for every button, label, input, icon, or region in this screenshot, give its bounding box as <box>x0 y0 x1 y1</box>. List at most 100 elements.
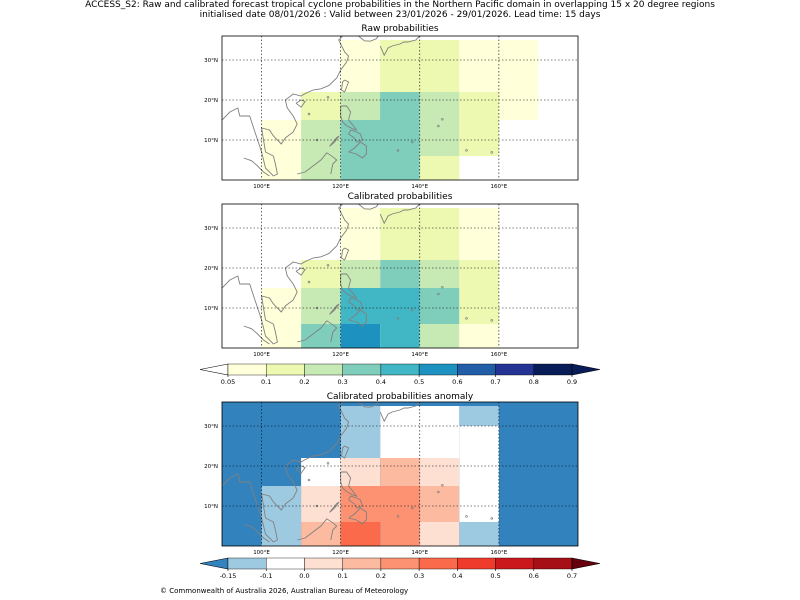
probability-cell <box>419 324 460 348</box>
probability-cell <box>419 92 460 120</box>
colorbar-segment <box>227 557 267 570</box>
probability-cell <box>340 228 381 260</box>
island-coastline <box>441 117 444 121</box>
coastline <box>348 141 367 159</box>
island-coastline <box>465 149 468 152</box>
coastline <box>358 36 379 42</box>
colorbar-tick-label: 0.1 <box>337 572 347 580</box>
coastline <box>348 297 363 311</box>
coastline <box>222 36 350 177</box>
coastline-group <box>222 204 494 345</box>
coastline <box>243 157 270 177</box>
probability-cell <box>419 522 460 546</box>
island-coastline <box>411 506 414 510</box>
colorbar-segment <box>495 557 534 570</box>
coastline <box>243 523 270 543</box>
probability-cell <box>301 92 341 120</box>
island-coastline <box>437 124 440 128</box>
probability-cell <box>419 486 460 522</box>
map-frame <box>221 203 579 349</box>
probability-cell <box>380 324 420 348</box>
coastline <box>243 325 270 345</box>
probability-cell <box>498 40 539 120</box>
lon-tick-label: 160°E <box>491 550 508 556</box>
copyright-footer: © Commonwealth of Australia 2026, Austra… <box>160 587 409 595</box>
colorbar-tick-label: 0.05 <box>221 378 235 386</box>
probability-cell <box>301 260 341 288</box>
lat-tick-label: 10°N <box>204 138 218 144</box>
coastline <box>222 204 350 345</box>
lon-tick-label: 100°E <box>253 352 270 358</box>
colorbar-tick-label: 0.2 <box>299 378 309 386</box>
probability-cell <box>301 120 341 156</box>
lat-tick-label: 30°N <box>204 58 218 64</box>
lat-tick-label: 30°N <box>204 424 218 430</box>
coastline <box>340 471 358 497</box>
coastline <box>379 204 421 225</box>
colorbar-segment <box>342 363 382 376</box>
coastline <box>348 309 367 327</box>
island-coastline <box>307 478 311 482</box>
island-coastline <box>490 151 494 154</box>
probability-cell <box>301 458 341 486</box>
island-coastline <box>437 490 440 494</box>
coastline <box>297 320 338 343</box>
island-coastline <box>437 292 440 296</box>
coastline <box>329 135 340 147</box>
probability-cell <box>340 522 381 546</box>
island-coastline <box>441 483 444 487</box>
coastline <box>348 129 363 143</box>
colorbar-tick-label: 0.4 <box>452 572 462 580</box>
probability-cell <box>419 260 460 288</box>
coastline <box>341 247 350 261</box>
coastline <box>348 495 363 509</box>
probability-cell <box>301 502 341 522</box>
coastline <box>329 501 340 513</box>
coastline <box>348 507 367 525</box>
coastline <box>341 79 350 93</box>
map-frame <box>221 401 579 547</box>
colorbar-tick-label: 0.2 <box>376 572 386 580</box>
colorbar-segment <box>533 557 573 570</box>
lat-tick-label: 20°N <box>204 266 218 272</box>
coastline <box>340 105 358 131</box>
island-coastline <box>411 308 414 312</box>
colorbar-segment <box>418 557 458 570</box>
coastline <box>295 465 306 474</box>
island-coastline <box>396 515 400 518</box>
colorbar-tick-label: 0.3 <box>337 378 347 386</box>
island-coastline <box>326 95 330 99</box>
probability-cell <box>459 208 499 260</box>
probability-cell <box>380 260 420 288</box>
coastline <box>379 36 421 57</box>
probability-cell <box>301 288 341 324</box>
figure-title-line2: initialised date 08/01/2026 : Valid betw… <box>199 10 601 20</box>
coastline <box>297 152 338 175</box>
map-panel-2: 100°E 120°E 140°E 160°E 10°N 20°N 30°N <box>204 203 579 358</box>
colorbar-segment <box>533 363 573 376</box>
lat-tick-label: 20°N <box>204 98 218 104</box>
island-coastline <box>465 515 468 518</box>
probability-cell <box>419 288 460 324</box>
probability-cell <box>380 458 420 486</box>
probability-cell <box>459 324 499 348</box>
lon-tick-label: 160°E <box>491 352 508 358</box>
probability-cell <box>459 260 499 324</box>
colorbar-tick-label: 0.5 <box>490 572 500 580</box>
colorbar-tick-label: 0.0 <box>299 572 309 580</box>
lon-tick-label: 160°E <box>491 184 508 190</box>
probability-cell <box>459 522 499 546</box>
colorbar-segment <box>304 557 343 570</box>
colorbar-tick-label: 0.4 <box>376 378 386 386</box>
colorbar-segment <box>418 363 458 376</box>
lon-tick-label: 140°E <box>411 184 428 190</box>
island-coastline <box>307 280 311 284</box>
colorbar-segment <box>266 363 305 376</box>
figure-title-line1: ACCESS_S2: Raw and calibrated forecast t… <box>85 0 715 10</box>
lon-tick-label: 140°E <box>411 352 428 358</box>
lat-tick-label: 30°N <box>204 226 218 232</box>
probability-cell <box>340 426 381 458</box>
lat-tick-label: 10°N <box>204 306 218 312</box>
probability-cell <box>459 426 499 458</box>
